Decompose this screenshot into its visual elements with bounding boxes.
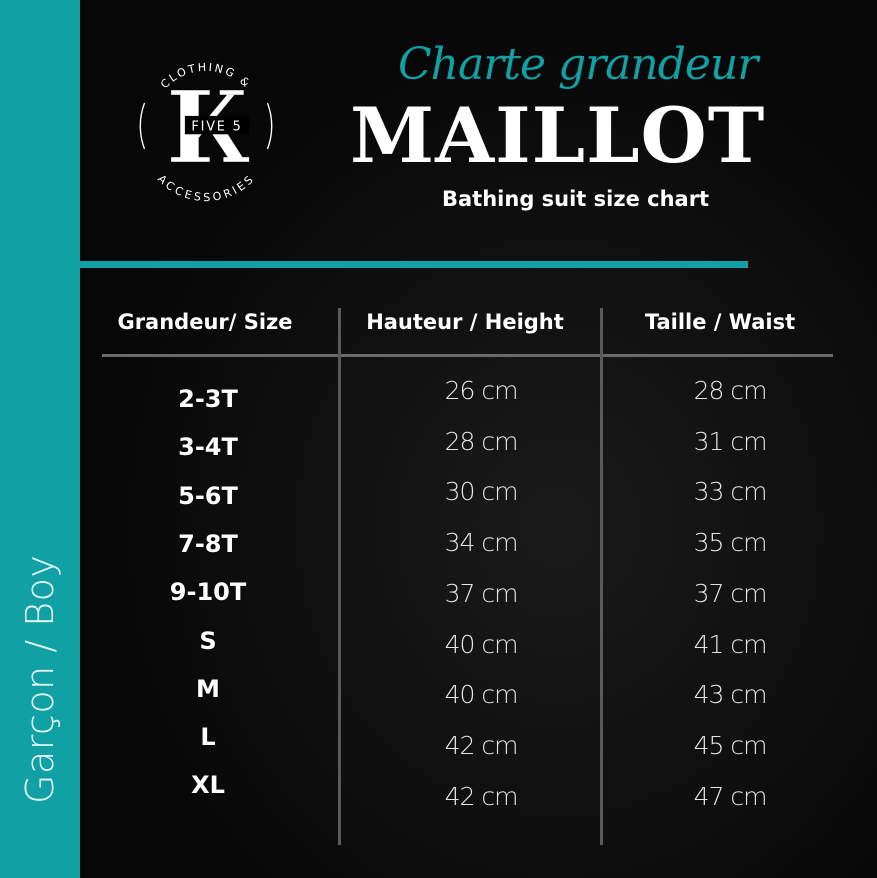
script-title: Charte grandeur (398, 39, 758, 90)
svg-text:FIVE 5: FIVE 5 (191, 120, 242, 135)
divider (80, 261, 748, 268)
subtitle: Bathing suit size chart (442, 187, 710, 211)
page-title: MAILLOT (350, 91, 766, 180)
brand-logo: CLOTHING & ACCESSORIES FIVE 5 (139, 61, 273, 204)
main-panel (80, 0, 877, 878)
waist-cell: 33 cm (693, 477, 768, 507)
size-cell: 3-4T (178, 433, 238, 462)
waist-cell: 41 cm (693, 629, 768, 659)
height-cell: 30 cm (444, 477, 519, 507)
height-cell: 40 cm (444, 629, 519, 659)
svg-text:ACCESSORIES: ACCESSORIES (155, 172, 257, 204)
height-cell: 28 cm (444, 426, 519, 456)
svg-text:CLOTHING &: CLOTHING & (158, 61, 254, 91)
column-header-size: Grandeur/ Size (117, 310, 293, 334)
column-divider (338, 308, 341, 845)
waist-cell: 45 cm (693, 730, 768, 760)
size-cell: S (199, 626, 217, 655)
waist-cell: 47 cm (693, 781, 768, 811)
size-cell: XL (191, 771, 225, 800)
size-cell: 9-10T (169, 578, 247, 607)
column-divider (600, 308, 603, 845)
size-cell: 2-3T (178, 385, 238, 413)
height-cell: 42 cm (444, 781, 519, 811)
height-cell: 37 cm (444, 578, 519, 608)
size-cell: 7-8T (178, 529, 238, 558)
column-header-waist: Taille / Waist (644, 310, 796, 334)
size-cell: L (200, 723, 216, 752)
waist-cell: 31 cm (693, 426, 768, 456)
waist-cell: 43 cm (693, 680, 768, 710)
sidebar: Garçon / Boy (0, 0, 80, 878)
waist-cell: 37 cm (693, 578, 768, 608)
waist-cell: 35 cm (693, 528, 768, 558)
waist-cell: 28 cm (693, 376, 768, 405)
height-cell: 42 cm (444, 730, 519, 760)
height-cell: 40 cm (444, 680, 519, 710)
height-cell: 34 cm (444, 528, 519, 558)
category-label: Garçon / Boy (18, 554, 62, 804)
size-cell: M (196, 674, 220, 703)
column-header-height: Hauteur / Height (366, 310, 564, 334)
header-divider (102, 354, 833, 357)
height-cell: 26 cm (444, 376, 519, 405)
size-cell: 5-6T (178, 481, 238, 510)
